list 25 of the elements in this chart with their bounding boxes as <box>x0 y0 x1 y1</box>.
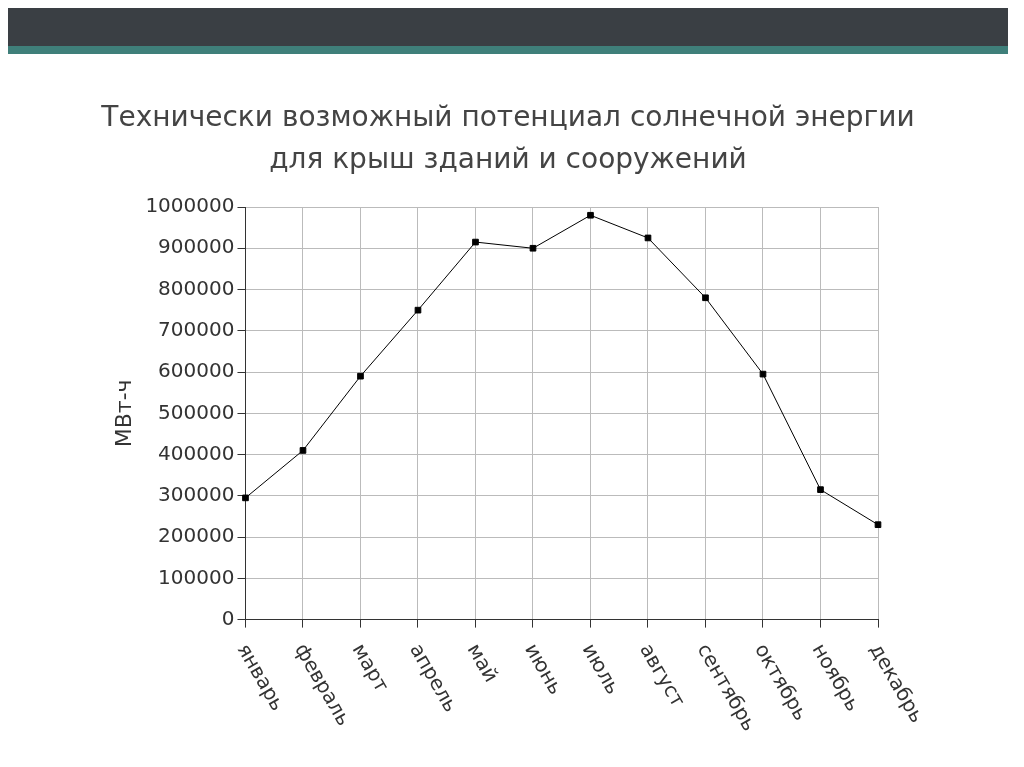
y-tick-label: 500000 <box>158 399 235 424</box>
y-tick-label: 0 <box>221 605 235 630</box>
point <box>817 486 824 493</box>
point <box>472 238 479 246</box>
y-tick-label: 800000 <box>158 275 235 300</box>
y-tick-label: 400000 <box>158 440 235 465</box>
point <box>587 211 594 219</box>
y-tick-label: 700000 <box>158 316 235 341</box>
y-tick-label: 200000 <box>158 523 235 548</box>
chart-title: Технически возможный потенциал солнечной энергии для крыш зданий и сооружений <box>100 99 916 177</box>
point <box>644 234 652 242</box>
point <box>759 370 767 378</box>
y-tick-label: 600000 <box>158 358 235 383</box>
point <box>414 306 422 314</box>
y-tick-label: 900000 <box>158 234 235 259</box>
y-tick-label: 100000 <box>158 564 235 589</box>
point <box>357 372 364 380</box>
point <box>702 294 709 302</box>
point <box>529 244 537 252</box>
y-tick-label: 1000000 <box>145 193 235 218</box>
y-tick-label: 300000 <box>158 482 235 507</box>
point <box>299 447 307 454</box>
point <box>242 494 249 502</box>
point <box>874 521 882 529</box>
y-axis-title: МВт-ч <box>110 379 136 448</box>
